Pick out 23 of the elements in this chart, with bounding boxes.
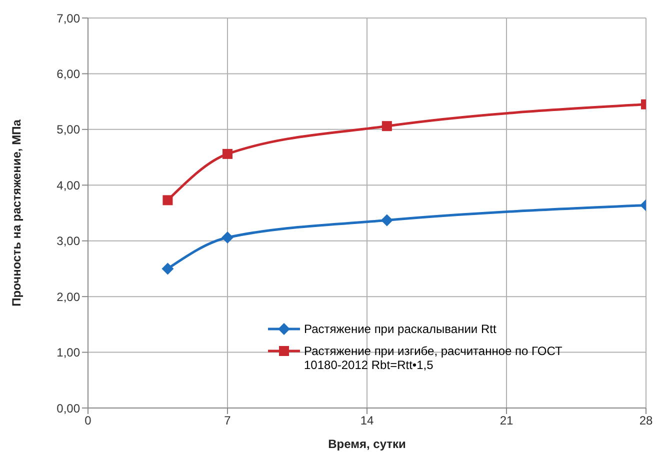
x-tick-label: 28 — [639, 414, 653, 428]
point — [222, 232, 234, 244]
legend-label: Растяжение при изгибе, расчитанное по ГОСТ 10180-2012 Rbt=Rtt•1,5 — [304, 344, 564, 372]
y-tick-label: 7,00 — [56, 11, 80, 26]
point — [382, 121, 392, 132]
x-tick-label: 21 — [500, 414, 514, 428]
y-tick-label: 1,00 — [56, 346, 80, 360]
y-tick-label: 2,00 — [56, 290, 80, 304]
point — [162, 195, 173, 206]
point — [162, 262, 174, 275]
y-tick-label: 0,00 — [56, 401, 80, 416]
x-tick-label: 14 — [360, 414, 374, 428]
x-tick-label: 7 — [224, 414, 232, 428]
point — [380, 214, 393, 226]
x-axis-title: Время, сутки — [328, 437, 406, 451]
x-tick-label: 0 — [84, 414, 92, 428]
y-axis-title: Прочность на растяжение, МПа — [9, 119, 24, 306]
y-tick-label: 6,00 — [56, 66, 80, 81]
y-tick-label: 5,00 — [56, 122, 80, 137]
legend-label: Растяжение при раскалывании Rtt — [304, 322, 496, 336]
y-tick-label: 4,00 — [56, 178, 80, 192]
point — [222, 148, 232, 159]
y-tick-label: 3,00 — [56, 234, 80, 248]
